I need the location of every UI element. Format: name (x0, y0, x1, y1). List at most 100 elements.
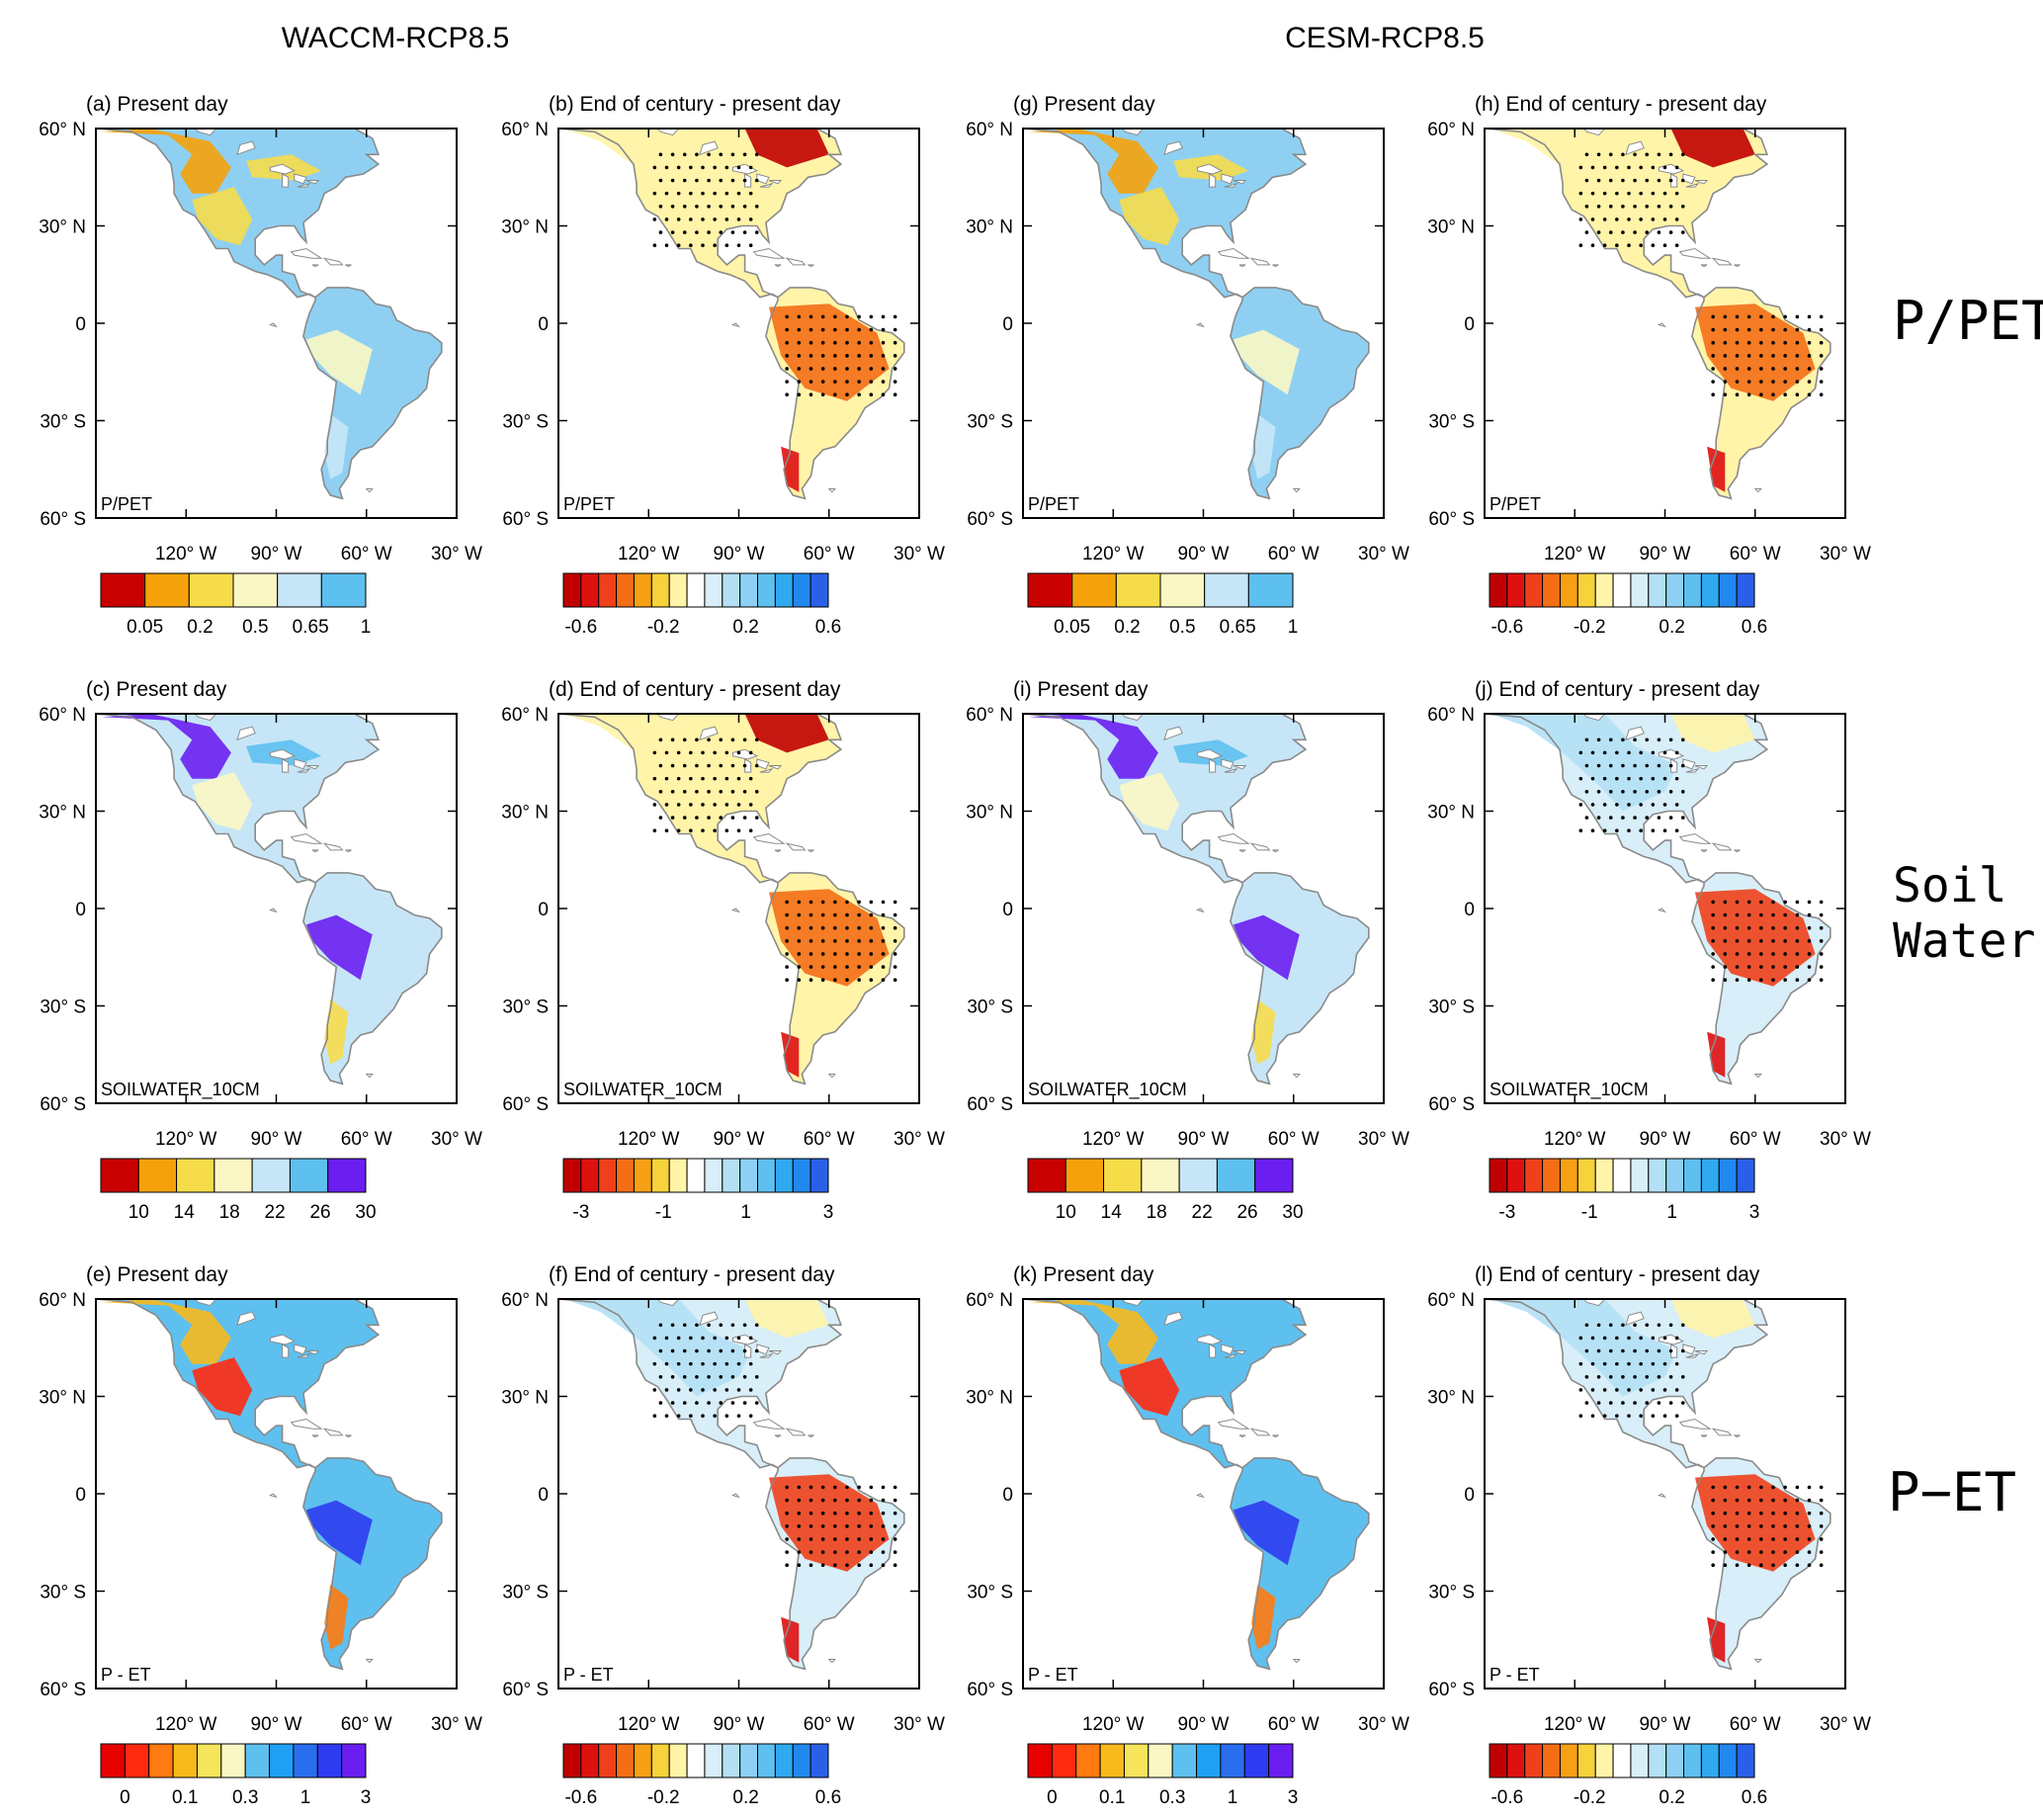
colorbar-swatch-diff (809, 1158, 829, 1193)
stipple-dot (1711, 900, 1715, 905)
stipple-dot (1746, 978, 1751, 983)
island (808, 264, 814, 268)
stipple-dot (869, 1511, 874, 1516)
colorbar-swatch-pp_pd (1115, 572, 1161, 608)
island (1292, 1074, 1301, 1079)
colorbar-swatch-diff (633, 1158, 652, 1193)
stipple-dot (1759, 380, 1763, 384)
field-region (1029, 129, 1158, 194)
stipple-dot (707, 816, 711, 820)
colorbar-swatch-diff (668, 572, 688, 608)
lat-label: 60° N (1427, 705, 1475, 726)
stipple-dot (1819, 354, 1824, 358)
colorbar-swatch-pet_pd (1148, 1743, 1173, 1778)
stipple-dot (1759, 392, 1763, 397)
stipple-dot (845, 314, 849, 319)
field-region (1119, 187, 1180, 246)
stipple-dot (1771, 978, 1775, 983)
stipple-dot (1819, 1524, 1824, 1528)
stipple-dot (881, 1511, 886, 1516)
stipple-dot (1746, 1537, 1751, 1541)
stipple-dot (701, 1388, 705, 1392)
stipple-dot (893, 1485, 897, 1490)
stipple-dot (1662, 243, 1667, 247)
colorbar-swatch-diff (1630, 572, 1650, 608)
lake (1163, 140, 1183, 156)
stipple-dot (1711, 354, 1715, 358)
stipple-dot (1578, 776, 1583, 781)
stipple-dot (809, 380, 813, 384)
stipple-dot (742, 1401, 747, 1405)
stipple-dot (1723, 978, 1728, 983)
stipple-dot (809, 1524, 813, 1528)
stipple-dot (1578, 1414, 1583, 1418)
lake (1682, 1343, 1696, 1355)
lat-label: 30° N (1427, 217, 1475, 238)
lon-label: 120° W (618, 544, 680, 564)
island (774, 849, 782, 853)
stipple-dot (1771, 1511, 1775, 1516)
stipple-dot (1590, 243, 1595, 247)
stipple-dot (1680, 1348, 1685, 1353)
stipple-dot (664, 803, 669, 807)
stipple-dot (664, 750, 669, 755)
stipple-dot (1674, 1361, 1679, 1366)
stipple-dot (893, 392, 897, 397)
coastline (1023, 714, 1308, 884)
stipple-dot (1746, 1563, 1751, 1568)
stipple-dot (1771, 900, 1775, 905)
stipple-dot (1759, 912, 1763, 917)
stipple-dot (695, 205, 699, 209)
colorbar-label: 3 (361, 1787, 372, 1808)
stipple-dot (1621, 230, 1625, 234)
stipple-dot (797, 1563, 802, 1568)
stipple-dot (682, 1375, 687, 1379)
stipple-dot (1627, 776, 1631, 781)
lat-label: 0 (1464, 1485, 1475, 1506)
stipple-dot (1584, 1375, 1589, 1379)
stipple-dot (893, 900, 897, 905)
stipple-dot (676, 1414, 681, 1418)
lon-label: 60° W (804, 1129, 855, 1150)
colorbar-swatch-diff (686, 1743, 706, 1778)
stipple-dot (1807, 380, 1812, 384)
stipple-dot (1746, 367, 1751, 371)
stipple-dot (724, 243, 729, 247)
stipple-dot (701, 1361, 705, 1366)
stipple-dot (833, 912, 837, 917)
lon-label: 60° W (804, 544, 855, 564)
stipple-dot (869, 900, 874, 905)
stipple-dot (754, 230, 759, 234)
stipple-dot (881, 314, 886, 319)
stipple-dot (1639, 1361, 1643, 1366)
island (731, 908, 741, 913)
lake (294, 173, 307, 185)
panel-variable-label: P/PET (1028, 494, 1079, 514)
lake (656, 714, 680, 722)
colorbar-label: 0.1 (172, 1787, 198, 1808)
lake (699, 1311, 719, 1327)
stipple-dot (857, 354, 861, 358)
island (290, 832, 323, 844)
stipple-dot (1735, 367, 1740, 371)
stipple-dot (742, 178, 747, 183)
stipple-dot (658, 1323, 663, 1328)
colorbar-swatch-diff (1665, 1158, 1685, 1193)
stipple-dot (730, 790, 735, 794)
colorbar-swatch-diff (1648, 1743, 1667, 1778)
stipple-dot (1711, 392, 1715, 397)
coastline (1485, 1299, 1769, 1469)
stipple-dot (670, 1375, 675, 1379)
stipple-dot (1621, 178, 1625, 183)
colorbar-swatch-diff (1542, 572, 1561, 608)
island (269, 908, 279, 913)
stipple-dot (754, 205, 759, 209)
stipple-dot (1746, 1485, 1751, 1490)
colorbar-label: 0.2 (1659, 1787, 1684, 1808)
stipple-dot (1735, 965, 1740, 969)
lake (1694, 1350, 1709, 1355)
stipple-dot (857, 925, 861, 930)
colorbar-swatch-pet_pd (1099, 1743, 1125, 1778)
stipple-dot (1615, 165, 1619, 170)
